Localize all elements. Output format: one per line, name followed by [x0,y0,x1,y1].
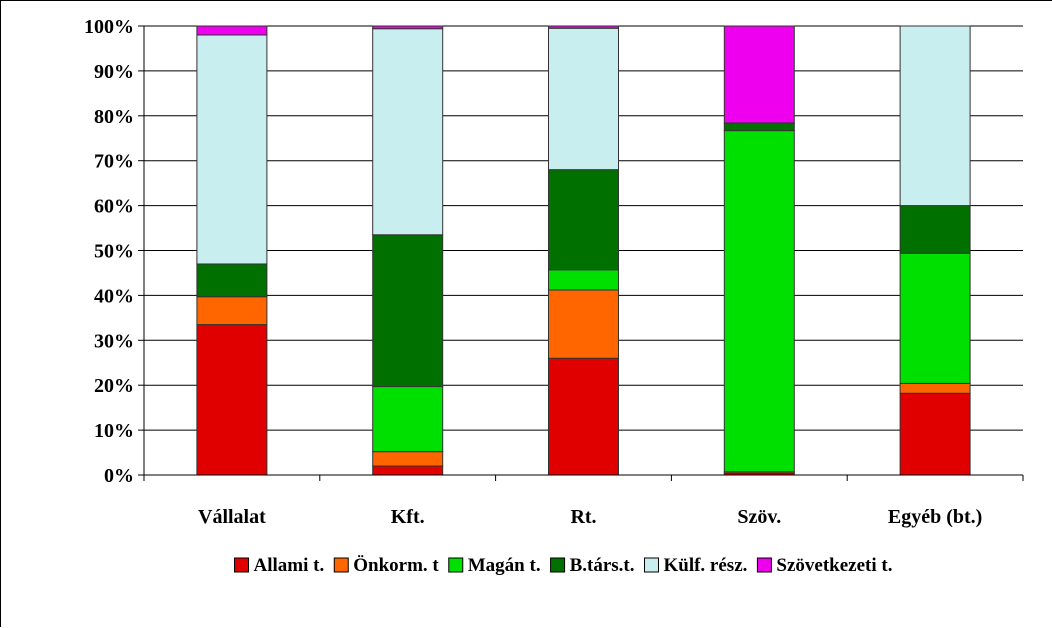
bar-segment [723,122,795,132]
y-tick-label: 0% [104,465,134,487]
bar-segment [548,169,619,271]
bar-segment [548,27,619,171]
bar-segment [196,296,268,326]
bar-segment [899,382,971,394]
x-tick-label: Szöv. [737,506,781,528]
legend-swatch [333,557,349,573]
legend-swatch [234,557,250,573]
legend-label: Önkorm. t [353,555,439,576]
legend-label: Külf. rész. [663,555,747,576]
bar-segment [196,25,268,36]
bar-segment [548,25,619,29]
bar-segment [899,392,971,476]
bar-segment [548,289,619,359]
bar-segment [723,130,795,473]
x-tick-label: Vállalat [198,506,266,528]
y-tick-label: 60% [94,196,134,218]
legend-label: Allami t. [254,555,325,576]
legend-label: Szövetkezeti t. [776,555,892,576]
legend-swatch [550,557,566,573]
x-tick-label: Egyéb (bt.) [888,506,982,528]
y-tick-label: 50% [94,241,134,263]
bar-segment [548,357,619,476]
y-tick-label: 10% [94,420,134,442]
bar-segment [899,25,971,207]
y-tick-label: 70% [94,151,134,173]
y-tick-label: 40% [94,285,134,307]
y-tick-label: 80% [94,106,134,128]
x-tick-label: Kft. [391,506,425,528]
bar-segment [372,28,444,236]
legend-label: Magán t. [468,555,541,576]
bar-segment [372,465,444,476]
legend-swatch [756,557,772,573]
y-tick-labels: 0% 10% 20% 30% 40% 50% 60% 70% 80% 90% 100% [84,16,134,487]
bar-segment [196,263,268,298]
bar-segment [899,205,971,254]
bar-segment [196,34,268,265]
bar-segment [372,451,444,467]
bar-segment [548,269,619,291]
legend-swatch [448,557,464,573]
legend-swatch [643,557,659,573]
bar-segment [372,25,444,30]
x-tick-labels: Vállalat Kft. Rt. Szöv. Egyéb (bt.) [198,506,982,528]
axes [138,25,1024,481]
y-tick-label: 100% [84,16,134,38]
bar-segment [372,386,444,453]
bar-segment [372,234,444,388]
y-tick-label: 20% [94,375,134,397]
x-tick-label: Rt. [570,506,596,528]
bar-segment [899,252,971,384]
y-tick-label: 90% [94,61,134,83]
bar-segment [196,324,268,476]
bar-segment [723,25,795,124]
legend-label: B.társ.t. [570,555,635,576]
legend: Allami t. Önkorm. t Magán t. B.társ.t. Külf.… [234,555,892,576]
y-tick-label: 30% [94,330,134,352]
bars [196,25,971,476]
